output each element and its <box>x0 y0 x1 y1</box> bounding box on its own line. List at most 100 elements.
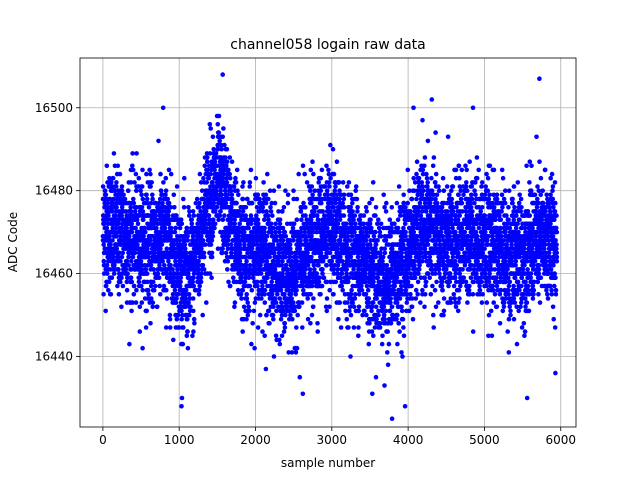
data-point <box>469 192 474 198</box>
data-point <box>228 188 234 193</box>
data-point <box>414 217 420 222</box>
data-point <box>411 175 417 181</box>
data-point <box>470 292 476 297</box>
data-point <box>163 188 169 193</box>
data-point <box>293 271 299 276</box>
data-point <box>477 267 483 272</box>
data-point <box>373 229 378 235</box>
data-point <box>387 292 393 297</box>
data-point <box>103 283 109 289</box>
data-point <box>167 325 173 330</box>
data-point <box>305 296 311 301</box>
data-point <box>413 246 418 251</box>
data-point <box>350 200 355 206</box>
data-point <box>403 234 408 239</box>
data-point <box>243 213 248 218</box>
data-point <box>425 138 431 144</box>
data-point <box>107 175 112 181</box>
data-point <box>172 205 177 210</box>
data-point <box>223 155 228 160</box>
data-point <box>253 175 259 181</box>
data-point <box>335 271 341 276</box>
data-point <box>201 267 207 272</box>
data-point <box>468 200 474 206</box>
data-point <box>298 229 304 235</box>
data-point <box>229 196 235 202</box>
data-point <box>476 225 482 231</box>
data-point <box>209 250 215 256</box>
data-point <box>299 217 304 222</box>
data-point <box>273 333 279 339</box>
data-point <box>220 175 226 181</box>
data-point <box>235 188 240 193</box>
data-point <box>114 205 119 210</box>
data-point <box>433 180 438 185</box>
data-point <box>456 163 462 169</box>
data-point <box>284 296 289 301</box>
data-point <box>287 254 293 260</box>
data-point <box>309 200 314 206</box>
data-point <box>236 192 241 198</box>
data-point <box>435 209 441 214</box>
data-point <box>124 225 129 231</box>
data-point <box>196 267 201 272</box>
data-point <box>285 192 291 198</box>
data-point <box>280 242 286 247</box>
data-point <box>275 292 280 297</box>
data-point <box>225 238 231 243</box>
data-point <box>371 333 376 339</box>
data-point <box>373 374 379 380</box>
data-point <box>274 234 279 239</box>
data-point <box>283 188 288 193</box>
data-point <box>307 267 313 272</box>
data-point <box>337 188 342 193</box>
data-point <box>358 263 363 268</box>
data-point <box>276 209 281 214</box>
data-point <box>174 184 180 189</box>
data-point <box>201 175 206 181</box>
data-point <box>219 146 224 152</box>
data-point <box>396 321 402 326</box>
data-point <box>174 213 179 218</box>
data-point <box>362 308 367 314</box>
data-point <box>449 196 455 202</box>
data-point <box>309 184 315 189</box>
data-point <box>174 316 180 322</box>
data-point <box>434 279 439 285</box>
data-point <box>262 292 267 297</box>
data-point <box>314 213 320 218</box>
data-point <box>436 267 442 272</box>
data-point <box>417 254 423 260</box>
data-point <box>189 217 194 222</box>
data-point <box>112 229 118 235</box>
data-point <box>143 267 149 272</box>
data-point <box>199 188 205 193</box>
data-point <box>379 246 384 251</box>
data-point <box>145 246 150 251</box>
data-point <box>312 267 317 272</box>
data-point <box>115 221 121 227</box>
data-point <box>422 246 428 251</box>
data-point <box>294 279 299 285</box>
data-point <box>454 279 459 285</box>
data-point <box>163 175 169 181</box>
data-point <box>198 209 204 214</box>
data-point <box>384 263 390 268</box>
data-point <box>344 271 350 276</box>
data-point <box>191 329 196 334</box>
data-point <box>352 258 358 264</box>
data-point <box>373 254 379 260</box>
data-point <box>411 225 417 231</box>
data-point <box>399 350 404 355</box>
data-point <box>439 209 445 214</box>
data-point <box>324 263 330 268</box>
data-point <box>425 180 431 185</box>
data-point <box>389 246 395 251</box>
data-point <box>132 250 138 256</box>
data-point <box>324 188 330 193</box>
data-point <box>440 175 446 181</box>
data-point <box>456 287 462 293</box>
data-point <box>210 234 216 239</box>
data-point <box>436 238 442 243</box>
data-point <box>173 258 178 264</box>
